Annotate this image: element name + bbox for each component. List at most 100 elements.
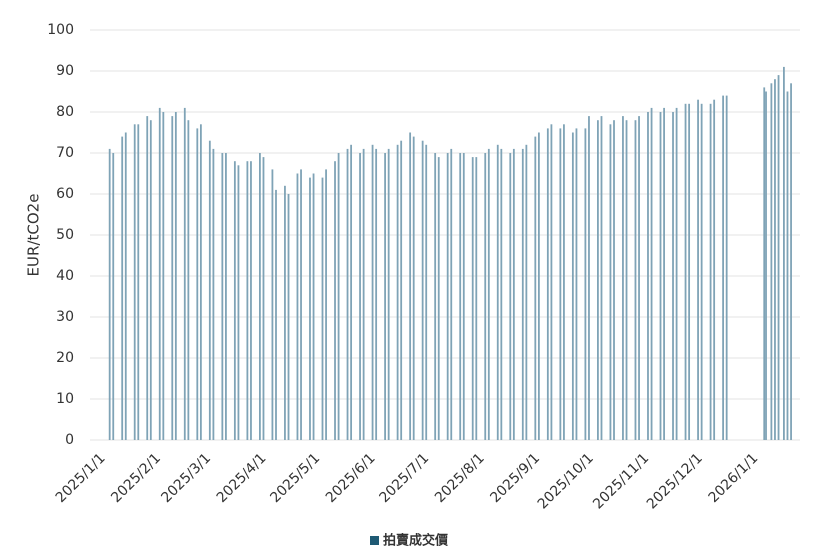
y-tick-label: 50 [56,227,74,243]
bar [183,107,186,441]
bar [609,124,612,441]
bar [171,116,174,440]
bar [233,161,236,440]
bar [212,148,215,440]
bar [777,75,780,440]
bar [221,153,224,440]
bar [487,148,490,440]
bar [763,87,766,441]
bar [597,120,599,440]
bar [409,132,412,440]
bar [534,136,537,440]
bar [375,148,378,440]
bar [521,148,524,440]
bar [149,120,152,440]
bar [688,103,691,441]
x-tick-label: 2025/12/1 [644,450,706,512]
bar [722,95,724,440]
x-tick-label: 2025/1/1 [53,450,109,506]
bar [287,194,290,440]
y-tick-label: 60 [56,186,74,202]
bar [174,112,177,440]
bar [412,136,415,440]
bar [770,83,773,441]
bar [783,66,785,441]
bar [187,120,190,440]
bar [650,107,653,441]
bar [663,107,665,441]
bar [471,157,474,440]
bar [237,165,240,441]
bar [362,148,365,440]
x-tick-label: 2025/9/1 [487,450,543,506]
bar [133,124,136,441]
bar [588,116,590,440]
bar [146,116,149,440]
bar [121,136,124,440]
bar [509,153,512,440]
bar [158,107,161,441]
bar [512,148,515,440]
bar [384,153,386,440]
bar [371,144,374,441]
bar [284,185,286,440]
bar [459,153,462,440]
bar [309,177,311,440]
x-tick-label: 2025/4/1 [214,450,270,506]
y-tick-label: 20 [56,350,74,366]
bar [108,148,111,440]
bar [647,112,649,440]
y-tick-label: 100 [47,22,74,38]
bar [765,91,767,440]
y-tick-label: 70 [56,145,74,161]
x-tick-label: 2025/7/1 [377,450,433,506]
bar [613,120,615,440]
bar [437,157,440,440]
bar [421,140,424,440]
y-tick-label: 80 [56,104,74,120]
bar [321,177,324,440]
bar [387,148,390,440]
bar [262,157,265,440]
bar [400,140,403,440]
y-tick-label: 90 [56,63,74,79]
bar [162,112,165,440]
bar [571,132,574,440]
bar [546,128,549,440]
bar [575,128,578,440]
bar [359,153,361,440]
bar [625,120,628,440]
bar [346,148,349,440]
bar [462,153,465,440]
bar [250,161,252,440]
bar [713,99,716,440]
bar [396,144,399,441]
bar [325,169,327,440]
bar [697,99,699,440]
legend-swatch [370,536,379,545]
bar [709,103,712,441]
bar [537,132,540,440]
bar [584,128,587,440]
bar [275,189,277,440]
bar [296,173,299,440]
bar [790,83,792,441]
bar [684,103,687,441]
bar [500,148,503,440]
y-tick-label: 0 [65,432,74,448]
x-tick-label: 2025/3/1 [158,450,214,506]
bar [137,124,140,441]
bar [774,79,776,440]
bar [484,153,487,440]
bar [675,107,678,441]
bar [672,112,674,440]
bar [786,91,789,440]
bar [312,173,315,440]
x-tick-label: 2025/11/1 [590,450,652,512]
x-tick-label: 2025/2/1 [108,450,164,506]
bar [225,153,227,440]
bar [638,116,640,440]
bar [446,153,449,440]
bar [199,124,202,441]
bar [725,95,728,440]
